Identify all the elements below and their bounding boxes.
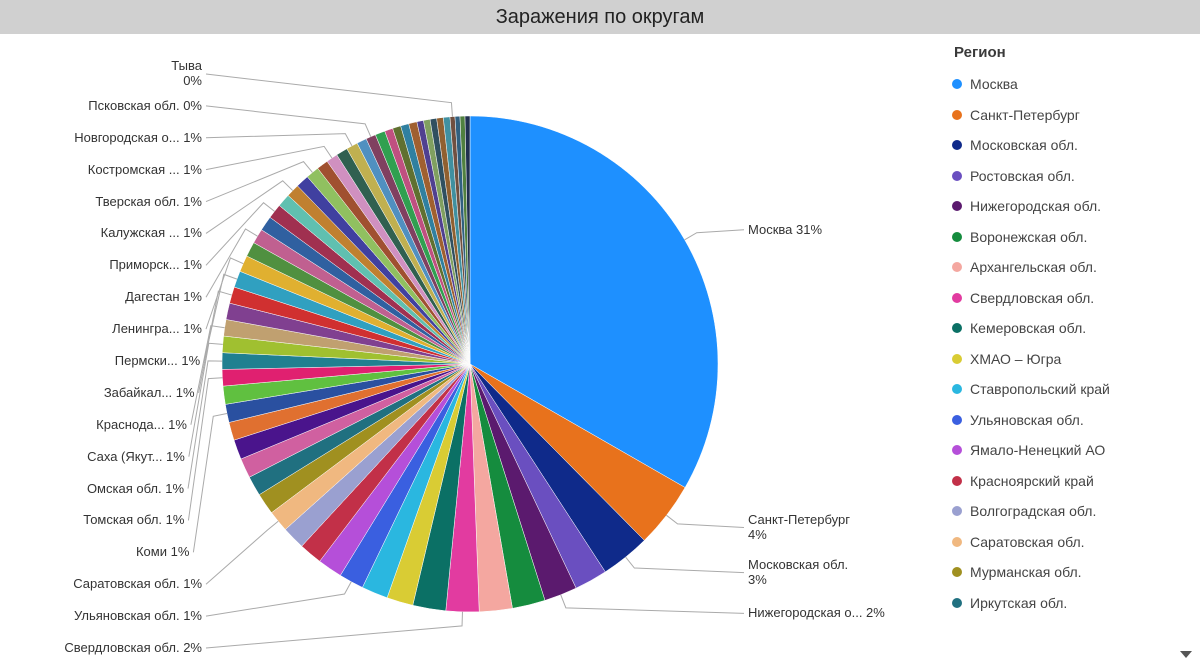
slice-label: Пермски... 1%	[115, 353, 200, 368]
legend-swatch	[952, 354, 962, 364]
slice-label: Саха (Якут... 1%	[87, 449, 185, 464]
legend-label: Воронежская обл.	[970, 229, 1087, 245]
chevron-down-icon[interactable]	[1180, 651, 1192, 658]
slice-label: Санкт-Петербург4%	[748, 512, 850, 542]
slice-label: Краснода... 1%	[96, 417, 187, 432]
slice-label: Томская обл. 1%	[83, 512, 184, 527]
legend-label: Ульяновская обл.	[970, 412, 1084, 428]
legend-item[interactable]: Санкт-Петербург	[952, 100, 1200, 131]
legend-item[interactable]: Иркутская обл.	[952, 588, 1200, 619]
chart-title-bar: Заражения по округам	[0, 0, 1200, 34]
legend-label: Свердловская обл.	[970, 290, 1094, 306]
legend-item[interactable]: Ямало-Ненецкий АО	[952, 435, 1200, 466]
legend-swatch	[952, 537, 962, 547]
legend-label: Ставропольский край	[970, 381, 1110, 397]
slice-label: Дагестан 1%	[125, 289, 202, 304]
legend-swatch	[952, 293, 962, 303]
leader-line	[626, 557, 744, 573]
legend-item[interactable]: Нижегородская обл.	[952, 191, 1200, 222]
slice-label: Свердловская обл. 2%	[64, 640, 202, 655]
legend-label: Нижегородская обл.	[970, 198, 1101, 214]
legend-item[interactable]: Архангельская обл.	[952, 252, 1200, 283]
legend-label: Кемеровская обл.	[970, 320, 1086, 336]
slice-label: Тверская обл. 1%	[95, 194, 202, 209]
leader-line	[206, 146, 332, 169]
slice-label: Костромская ... 1%	[88, 162, 202, 177]
slice-label: Московская обл.3%	[748, 557, 848, 587]
legend-swatch	[952, 384, 962, 394]
legend-item[interactable]: ХМАО – Югра	[952, 344, 1200, 375]
legend-item[interactable]: Кемеровская обл.	[952, 313, 1200, 344]
legend-swatch	[952, 598, 962, 608]
leader-line	[193, 413, 227, 552]
legend-item[interactable]: Саратовская обл.	[952, 527, 1200, 558]
legend-item[interactable]: Ульяновская обл.	[952, 405, 1200, 436]
legend-swatch	[952, 232, 962, 242]
slice-label: Приморск... 1%	[109, 257, 202, 272]
leader-line	[685, 230, 744, 240]
legend-item[interactable]: Красноярский край	[952, 466, 1200, 497]
slice-label: Москва 31%	[748, 222, 822, 237]
legend-swatch	[952, 476, 962, 486]
chart-title: Заражения по округам	[496, 6, 705, 29]
pie-chart: Москва 31% Санкт-Петербург4% Московская об…	[0, 34, 940, 668]
legend-swatch	[952, 445, 962, 455]
legend-swatch	[952, 323, 962, 333]
leader-line	[191, 326, 225, 425]
legend-swatch	[952, 110, 962, 120]
legend-list: Москва Санкт-Петербург Московская обл. Рост…	[952, 69, 1200, 618]
legend-item[interactable]: Ставропольский край	[952, 374, 1200, 405]
legend-title: Регион	[954, 44, 1200, 61]
legend-label: Мурманская обл.	[970, 564, 1082, 580]
legend-swatch	[952, 262, 962, 272]
slice-label: Псковская обл. 0%	[88, 98, 202, 113]
legend-item[interactable]: Мурманская обл.	[952, 557, 1200, 588]
legend-swatch	[952, 567, 962, 577]
slice-label: Омская обл. 1%	[87, 481, 184, 496]
leader-line	[206, 612, 462, 648]
legend-label: Архангельская обл.	[970, 259, 1097, 275]
legend-item[interactable]: Воронежская обл.	[952, 222, 1200, 253]
legend-item[interactable]: Свердловская обл.	[952, 283, 1200, 314]
slice-label: Ульяновская обл. 1%	[74, 608, 202, 623]
legend-swatch	[952, 506, 962, 516]
slice-label: Ленингра... 1%	[112, 321, 202, 336]
slice-label: Новгородская о... 1%	[74, 130, 202, 145]
legend-label: Московская обл.	[970, 137, 1078, 153]
legend-label: ХМАО – Югра	[970, 351, 1061, 367]
legend-swatch	[952, 415, 962, 425]
leader-line	[666, 515, 744, 527]
legend-swatch	[952, 171, 962, 181]
leader-line	[206, 582, 351, 616]
slice-label: Калужская ... 1%	[101, 225, 202, 240]
slice-label: Саратовская обл. 1%	[73, 576, 202, 591]
legend-label: Иркутская обл.	[970, 595, 1067, 611]
legend-label: Ямало-Ненецкий АО	[970, 442, 1105, 458]
slice-label: Тыва0%	[171, 58, 202, 88]
legend: Регион Москва Санкт-Петербург Московская о…	[952, 40, 1200, 664]
legend-label: Москва	[970, 76, 1018, 92]
legend-item[interactable]: Ростовская обл.	[952, 161, 1200, 192]
slice-label: Коми 1%	[136, 544, 189, 559]
legend-swatch	[952, 140, 962, 150]
legend-item[interactable]: Волгоградская обл.	[952, 496, 1200, 527]
legend-label: Красноярский край	[970, 473, 1094, 489]
legend-item[interactable]: Московская обл.	[952, 130, 1200, 161]
legend-label: Волгоградская обл.	[970, 503, 1096, 519]
leader-line	[561, 595, 744, 614]
legend-label: Ростовская обл.	[970, 168, 1075, 184]
legend-swatch	[952, 201, 962, 211]
legend-label: Саратовская обл.	[970, 534, 1085, 550]
leader-line	[206, 134, 352, 146]
legend-item[interactable]: Москва	[952, 69, 1200, 100]
leader-line	[206, 521, 278, 584]
slice-label: Нижегородская о... 2%	[748, 605, 885, 620]
leader-line	[206, 106, 371, 137]
legend-label: Санкт-Петербург	[970, 107, 1080, 123]
legend-swatch	[952, 79, 962, 89]
slice-label: Забайкал... 1%	[104, 385, 195, 400]
